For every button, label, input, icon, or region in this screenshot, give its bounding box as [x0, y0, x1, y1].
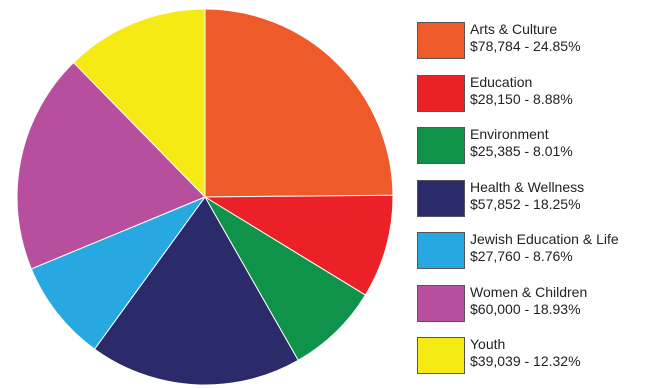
legend-swatch: [417, 74, 465, 112]
pie-slice-4: [30, 195, 207, 350]
legend-swatch: [417, 337, 465, 374]
legend-text: Arts & Culture $78,784 - 24.85%: [470, 21, 581, 55]
pie-slice-6: [72, 8, 206, 199]
legend-label: Environment: [470, 126, 549, 142]
legend-item: Arts & Culture $78,784 - 24.85%: [417, 20, 647, 73]
legend-value: $60,000 - 18.93%: [470, 300, 581, 317]
legend-value: $27,760 - 8.76%: [470, 248, 573, 264]
legend-item: Health & Wellness $57,852 - 18.25%: [417, 178, 647, 231]
legend-value: $78,784 - 24.85%: [470, 38, 581, 54]
legend-text: Women & Children $60,000 - 18.93%: [470, 284, 587, 318]
legend-value: $25,385 - 8.01%: [470, 143, 573, 159]
legend-label: Women & Children: [470, 283, 588, 300]
legend-value: $28,150 - 8.88%: [470, 90, 573, 107]
legend-label: Jewish Education & Life: [470, 231, 619, 247]
legend-text: Youth $39,039 - 12.32%: [470, 336, 581, 370]
legend-label: Health & Wellness: [470, 178, 585, 195]
legend-text: Jewish Education & Life $27,760 - 8.76%: [470, 231, 619, 265]
legend-swatch: [417, 179, 465, 217]
legend-item: Jewish Education & Life $27,760 - 8.76%: [417, 230, 647, 283]
pie-slice-1: [203, 194, 394, 296]
legend-swatch: [417, 284, 465, 322]
legend-item: Youth $39,039 - 12.32%: [417, 335, 647, 388]
legend-value: $57,852 - 18.25%: [470, 195, 581, 212]
pie-slice-0: [204, 8, 394, 198]
legend-text: Health & Wellness $57,852 - 18.25%: [470, 179, 584, 213]
legend-label: Youth: [470, 336, 506, 352]
legend-label: Arts & Culture: [470, 21, 558, 37]
legend: Arts & Culture $78,784 - 24.85% Education $…: [417, 20, 647, 388]
legend-text: Education $28,150 - 8.88%: [470, 74, 573, 108]
legend-item: Education $28,150 - 8.88%: [417, 73, 647, 126]
legend-swatch: [417, 22, 465, 59]
legend-item: Environment $25,385 - 8.01%: [417, 125, 647, 178]
legend-label: Education: [470, 73, 533, 90]
pie-slice-5: [16, 61, 206, 270]
legend-item: Women & Children $60,000 - 18.93%: [417, 283, 647, 336]
legend-value: $39,039 - 12.32%: [470, 353, 581, 369]
pie-slice-2: [204, 196, 367, 361]
pie-slice-3: [93, 196, 299, 386]
legend-text: Environment $25,385 - 8.01%: [470, 126, 573, 160]
pie-chart: [16, 8, 394, 386]
legend-swatch: [417, 232, 465, 269]
legend-swatch: [417, 127, 465, 164]
